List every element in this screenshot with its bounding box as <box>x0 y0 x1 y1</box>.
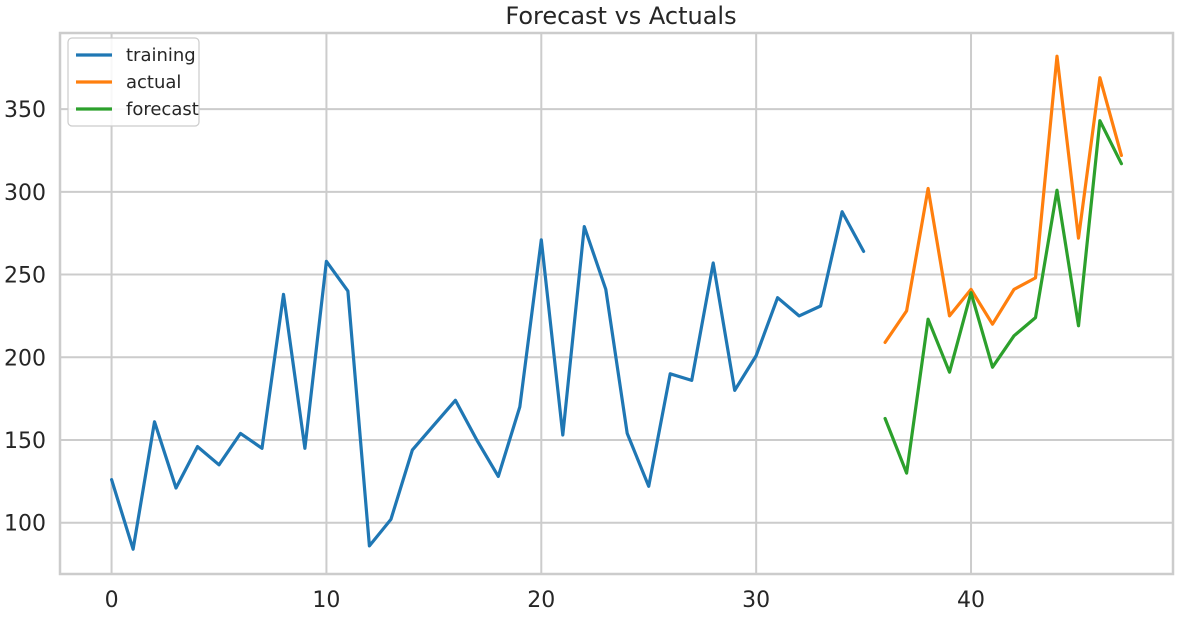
x-tick-label: 40 <box>957 588 985 613</box>
legend-label-forecast: forecast <box>126 99 199 120</box>
chart-title: Forecast vs Actuals <box>505 2 736 30</box>
x-tick-label: 0 <box>105 588 119 613</box>
y-tick-label: 150 <box>4 429 46 454</box>
y-tick-label: 100 <box>4 512 46 537</box>
x-tick-label: 20 <box>527 588 555 613</box>
legend-label-actual: actual <box>126 72 181 93</box>
series-lines <box>109 54 1124 551</box>
y-tick-label: 200 <box>4 346 46 371</box>
series-line-forecast <box>883 119 1124 475</box>
x-tick-label: 30 <box>742 588 770 613</box>
series-line-training <box>109 210 866 551</box>
y-tick-label: 250 <box>4 264 46 289</box>
plot-border <box>58 31 1175 576</box>
legend-label-training: training <box>126 45 196 66</box>
legend: training actual forecast <box>67 37 200 127</box>
plot-area <box>58 31 1175 576</box>
x-tick-label: 10 <box>312 588 340 613</box>
legend-box <box>67 37 200 127</box>
series-line-actual <box>883 54 1124 344</box>
y-tick-label: 300 <box>4 181 46 206</box>
axes: 0 10 20 30 40 100 150 200 250 300 350 <box>4 98 985 613</box>
y-tick-label: 350 <box>4 98 46 123</box>
